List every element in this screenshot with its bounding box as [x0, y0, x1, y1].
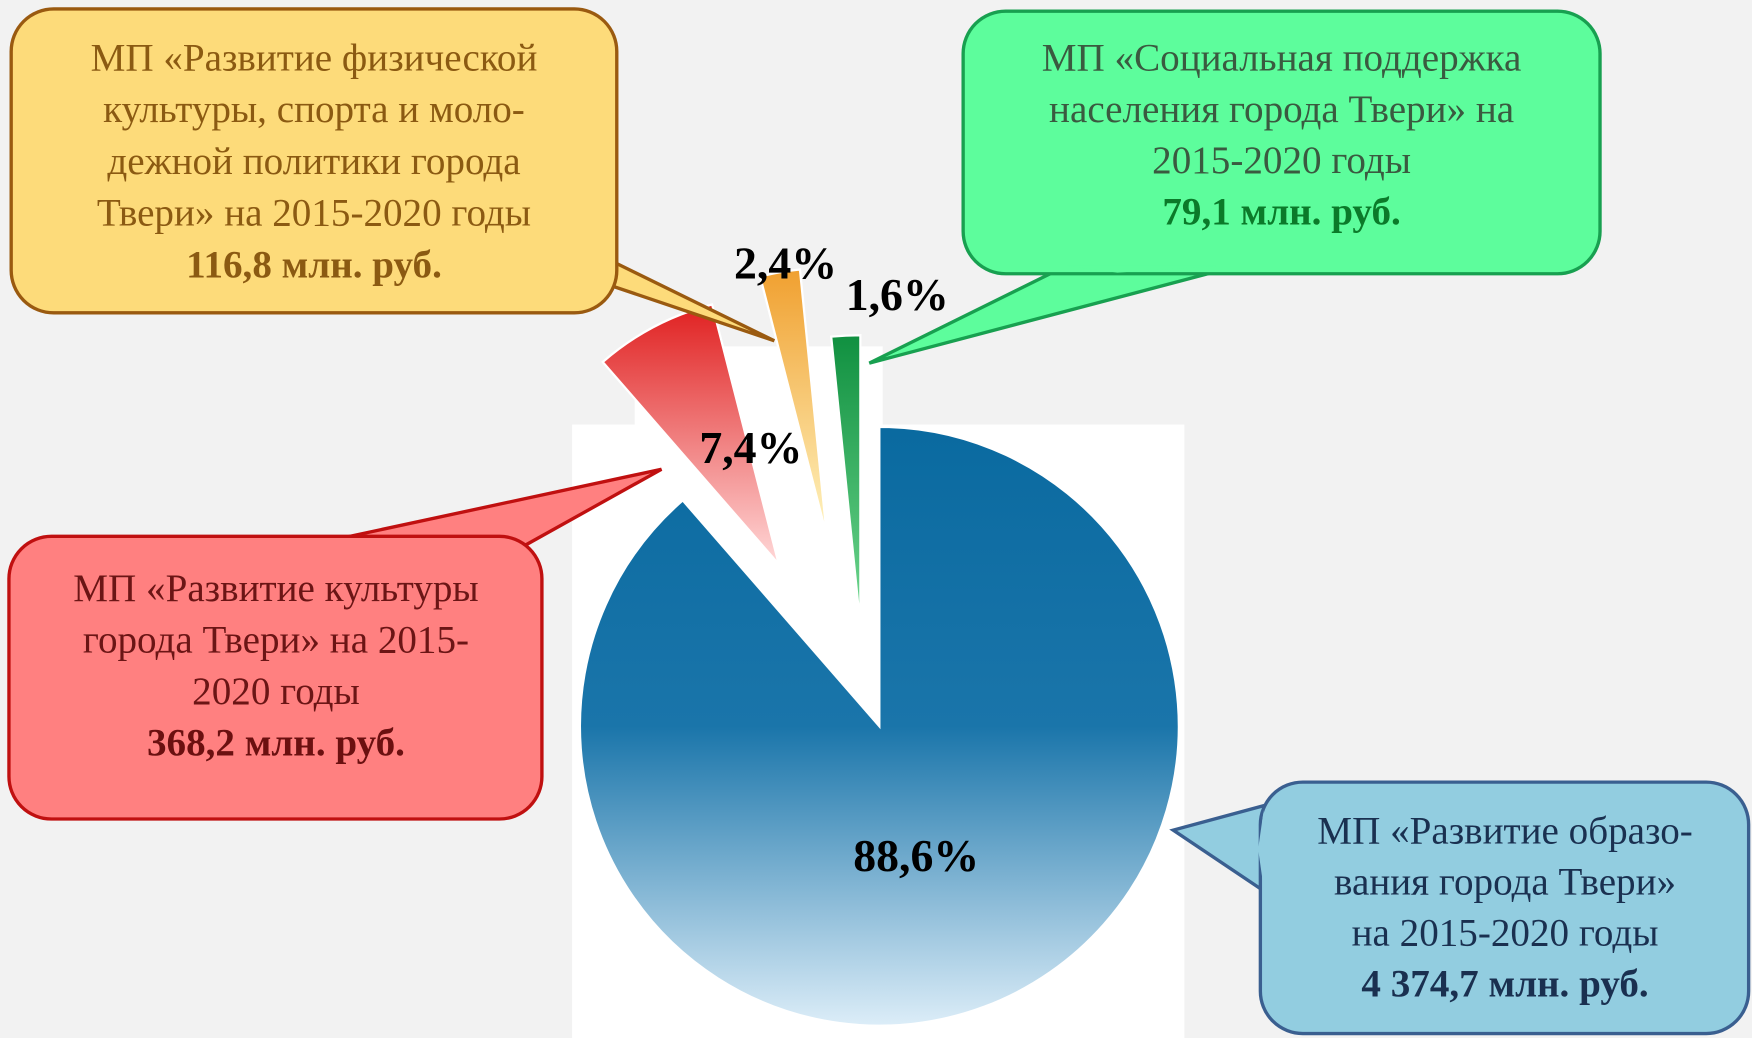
pie-slice [829, 334, 862, 626]
callout-text: МП «Социальная поддержка [1042, 36, 1522, 79]
callout-text: Твери» на 2015-2020 годы [97, 192, 531, 235]
callout-seam [1067, 265, 1218, 273]
callout-text: города Твери» на 2015- [83, 619, 469, 662]
callout-box [7, 534, 544, 821]
pie-slice [758, 268, 828, 537]
callout-text: МП «Развитие культуры [73, 567, 478, 610]
value-label: 88,6% [853, 830, 979, 881]
callout-amount: 79,1 млн. руб. [1162, 191, 1400, 234]
callout-text: МП «Развитие физической [91, 36, 538, 79]
callout-text: 2015-2020 годы [1152, 139, 1411, 182]
pie [578, 268, 1180, 1027]
callout-pointer [1169, 802, 1270, 898]
callout-text: на 2015-2020 годы [1352, 912, 1659, 955]
pie-slice [578, 425, 1180, 1027]
callout-text: МП «Развитие образо- [1317, 810, 1692, 853]
value-label: 1,6% [846, 269, 949, 320]
value-label: 2,4% [734, 238, 837, 289]
callout-text: дежной политики города [107, 140, 520, 183]
callout-amount: 116,8 млн. руб. [186, 243, 442, 286]
callout-text: населения города Твери» на [1049, 88, 1514, 131]
pie-slice [601, 303, 780, 565]
callout-text: культуры, спорта и моло- [103, 88, 525, 131]
callout-seam [329, 538, 520, 545]
callout-seam [1258, 810, 1264, 889]
value-label: 7,4% [699, 422, 802, 473]
callout-text: 2020 годы [192, 670, 360, 713]
callout-amount: 368,2 млн. руб. [147, 721, 405, 764]
callout-box [9, 7, 619, 315]
callout-box [1258, 780, 1751, 1036]
callout-box [961, 9, 1602, 276]
callout-amount: 4 374,7 млн. руб. [1361, 962, 1648, 1005]
callout-text: вания города Твери» [1334, 861, 1676, 904]
callout-seam [608, 122, 615, 269]
callouts: МП «Развитие образо-вания города Твери» н… [7, 7, 1751, 1036]
